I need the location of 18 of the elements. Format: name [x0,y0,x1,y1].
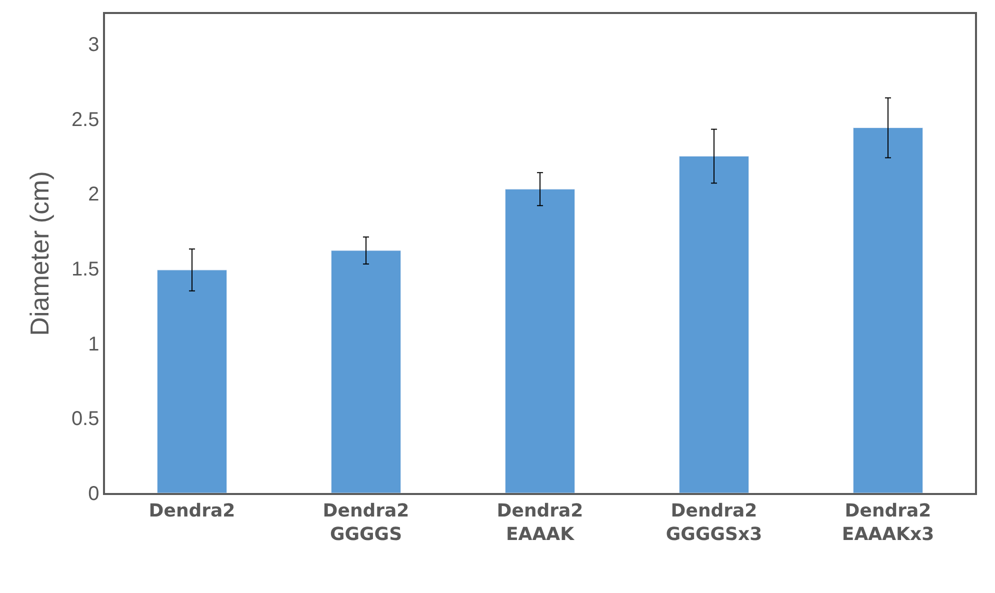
y-tick-label: 2.5 [71,108,100,131]
bar [156,270,228,493]
y-tick-label: 1.5 [71,258,100,280]
y-tick-label: 3 [88,34,100,56]
x-tick-label: Dendra2 EAAAK [496,500,584,545]
bar [330,250,402,493]
y-axis-title: Diameter (cm) [24,171,54,336]
x-tick-label: Dendra2 EAAAKx3 [842,500,934,545]
y-tick-label: 2 [88,184,100,206]
bar [504,188,576,493]
y-tick-label: 0 [88,483,100,505]
bar [852,128,924,493]
bar [678,156,750,493]
y-tick-label: 1 [88,333,100,356]
x-tick-label: Dendra2 [148,500,236,522]
x-tick-label: Dendra2 GGGGS [322,500,410,545]
y-tick-label: 0.5 [71,408,100,430]
x-tick-label: Dendra2 GGGGSx3 [666,500,762,545]
